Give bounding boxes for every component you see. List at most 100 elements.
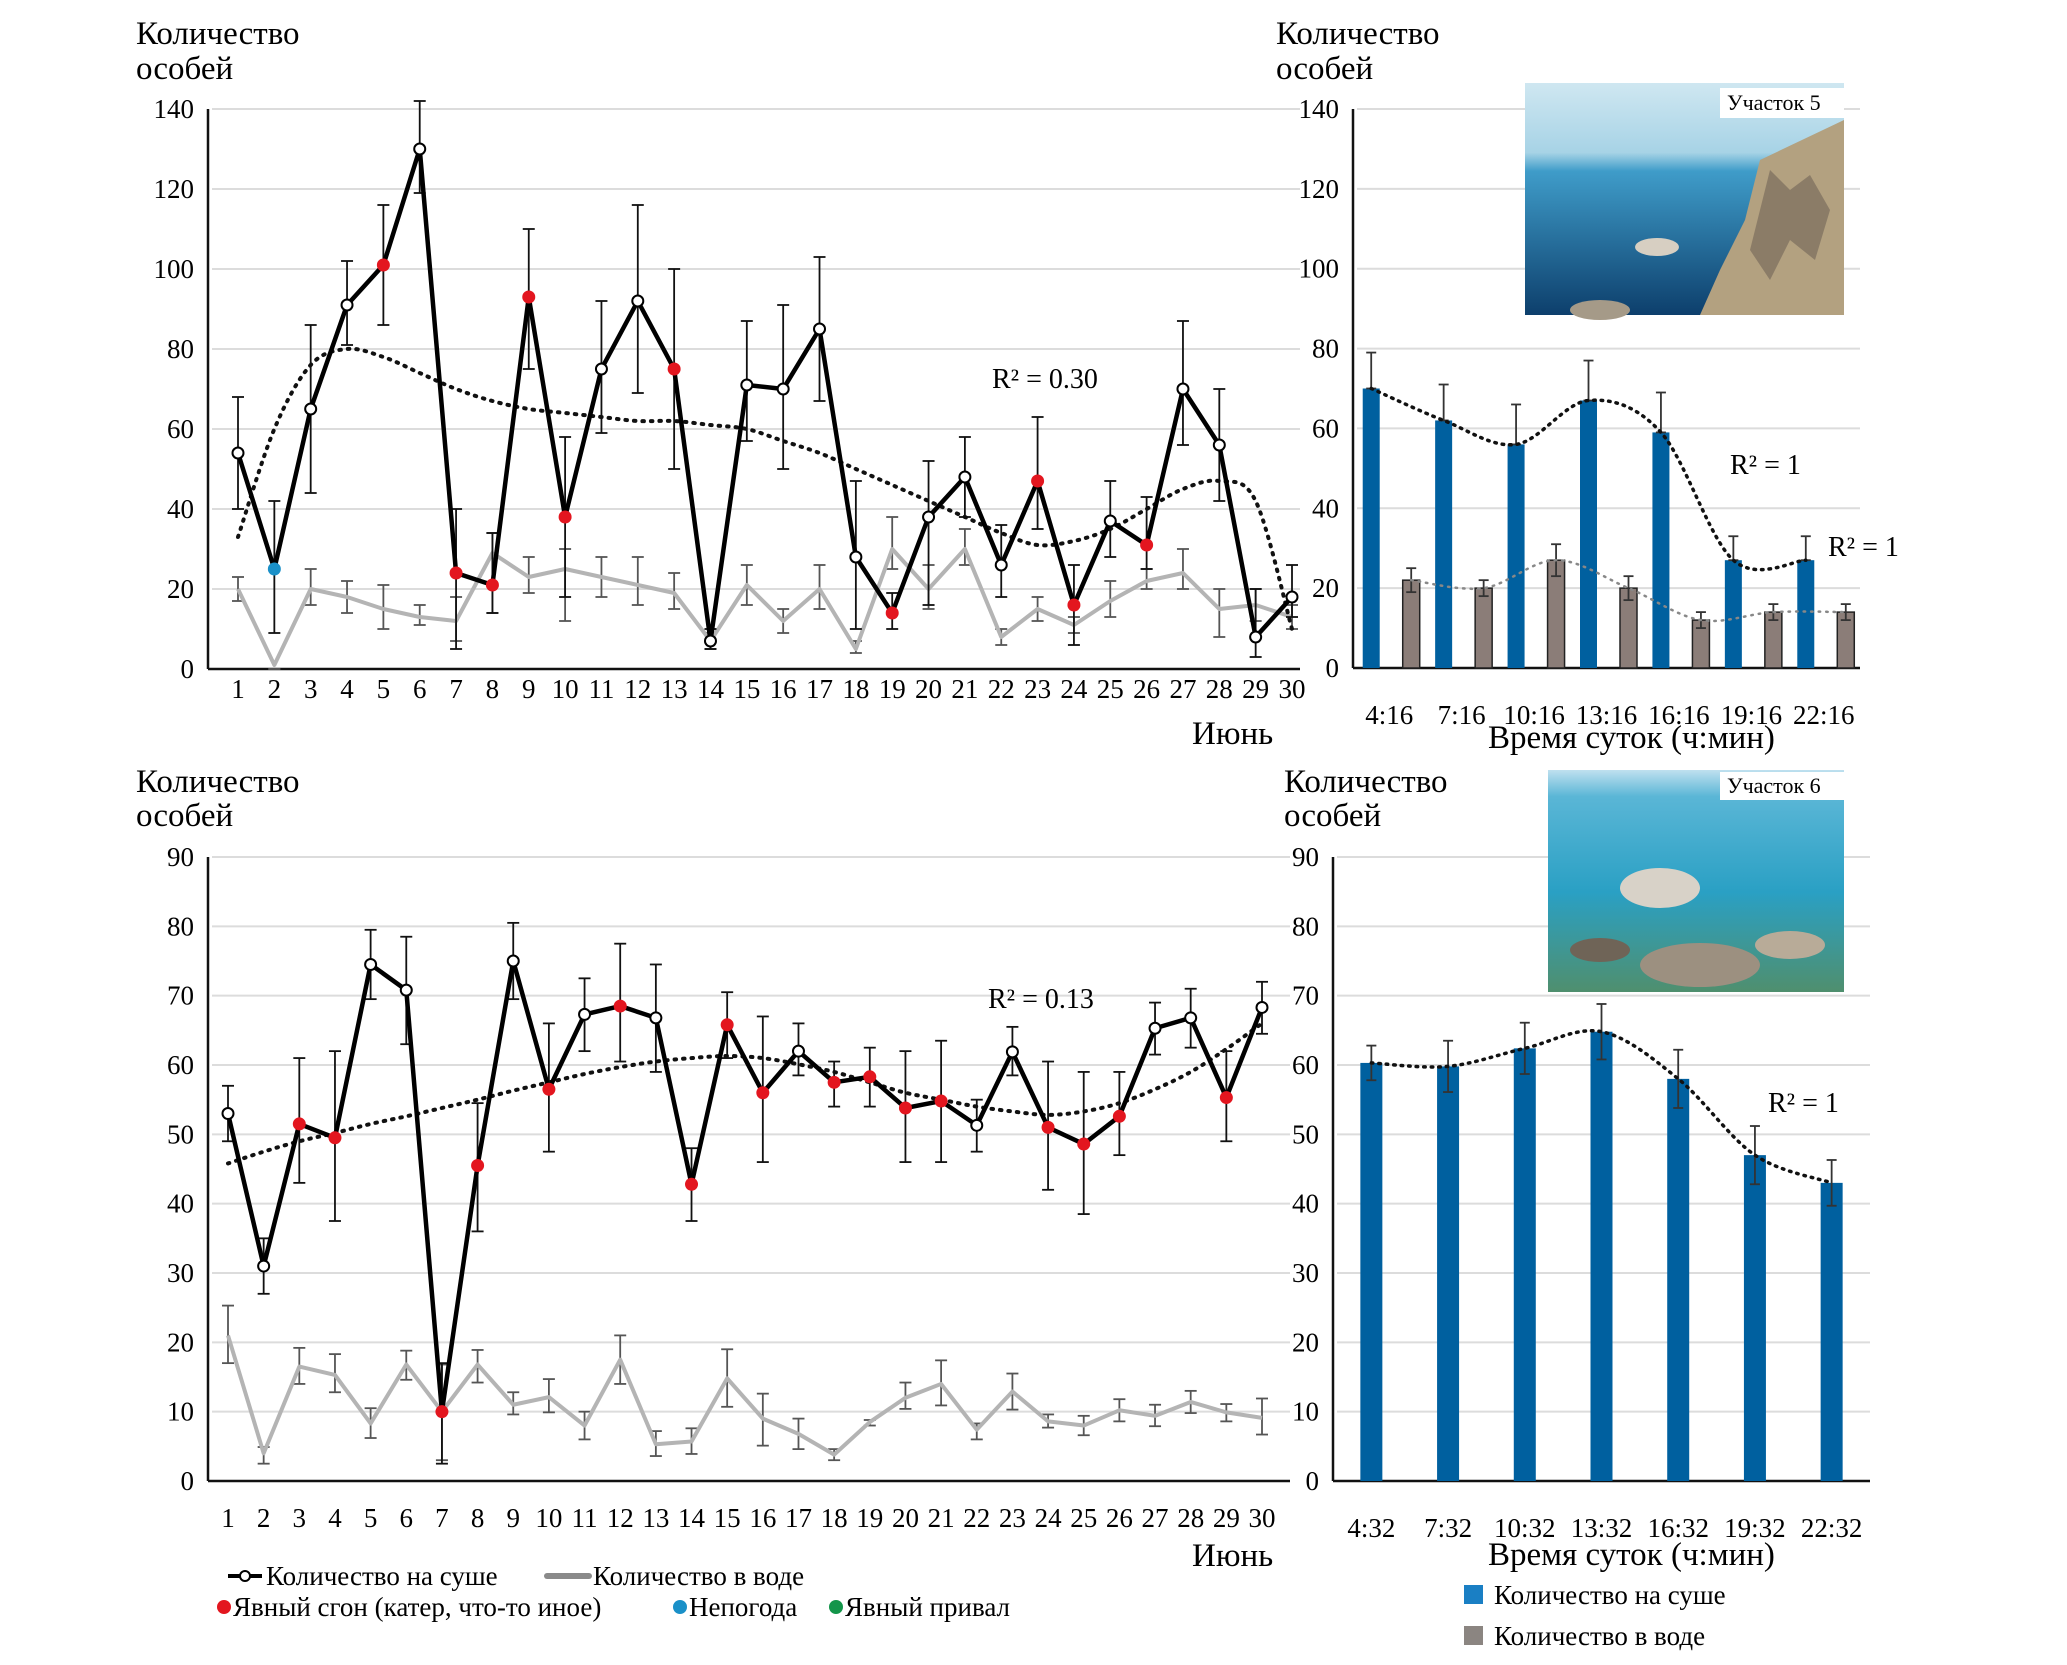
- land-point: [1184, 1011, 1198, 1025]
- chartB-photo-rock: [1635, 238, 1679, 256]
- legend-rest-item: Явный привал: [829, 1592, 1010, 1622]
- bar-land: [1743, 1155, 1766, 1481]
- x-tick-label: 27: [1169, 674, 1196, 704]
- chartC-y-ticks: 0 10 20 30 40 50 60 70 80 90: [167, 842, 1290, 1496]
- chartD: Количество особей Участок 6 0 10 20 30 40 50 6…: [1284, 764, 1870, 1573]
- x-tick-label: 16: [770, 674, 797, 704]
- bar-land: [1507, 444, 1525, 668]
- x-tick-label: 25: [1097, 674, 1124, 704]
- land-point-drive: [613, 999, 627, 1013]
- chartD-plot-area: [1360, 1003, 1843, 1481]
- bar-land: [1590, 1031, 1613, 1481]
- land-point: [740, 378, 754, 392]
- x-tick-label: 27: [1142, 1503, 1169, 1533]
- land-point: [340, 298, 354, 312]
- chartC-ylabel-line2: особей: [136, 798, 233, 834]
- land-point: [1212, 438, 1226, 452]
- chartB-photo-label: Участок 5: [1727, 90, 1821, 115]
- y-tick-label: 10: [1292, 1397, 1319, 1427]
- chartD-photo-label-bg: [1720, 772, 1844, 800]
- chartA-gridlines: [212, 108, 1300, 590]
- y-tick-label: 70: [1292, 981, 1319, 1011]
- chartD-r2-label: R² = 1: [1768, 1088, 1839, 1119]
- y-tick-label: 30: [1292, 1258, 1319, 1288]
- land-point-drive: [558, 510, 572, 524]
- chartC-r2-label: R² = 0.13: [988, 984, 1094, 1015]
- x-tick-label: 12: [624, 674, 651, 704]
- y-tick-label: 0: [181, 654, 195, 684]
- bar-land: [1435, 420, 1453, 668]
- x-tick-label: 8: [486, 674, 500, 704]
- y-tick-label: 120: [1299, 174, 1340, 204]
- land-point: [776, 382, 790, 396]
- chartA-y-ticks: 0 20 40 60 80 100 120 140: [154, 94, 1300, 684]
- x-tick-label: 20: [915, 674, 942, 704]
- chartD-photo: Участок 6: [1548, 770, 1844, 992]
- legend-weather-item: Непогода: [673, 1592, 797, 1622]
- land-point-drive: [863, 1070, 877, 1084]
- x-tick-label: 26: [1106, 1503, 1133, 1533]
- x-tick-label: 5: [364, 1503, 378, 1533]
- x-tick-label: 24: [1035, 1503, 1063, 1533]
- y-tick-label: 140: [154, 94, 195, 124]
- legend-drive-label: Явный сгон (катер, что-то иное): [233, 1592, 601, 1622]
- x-tick-label: 19:16: [1721, 700, 1783, 730]
- y-tick-label: 80: [167, 334, 194, 364]
- legend-rest-label: Явный привал: [845, 1592, 1010, 1622]
- x-tick-label: 16: [749, 1503, 776, 1533]
- x-tick-label: 22:32: [1801, 1513, 1863, 1543]
- x-tick-label: 9: [522, 674, 536, 704]
- land-point-drive: [435, 1405, 449, 1419]
- chartB-y-ticks: 0 20 40 60 80 100 120 140: [1299, 94, 1860, 683]
- y-tick-label: 100: [1299, 254, 1340, 284]
- trendline: [236, 346, 1294, 631]
- y-tick-label: 120: [154, 174, 195, 204]
- bar-water: [1474, 587, 1493, 669]
- legend-right-water-item: Количество в воде: [1464, 1621, 1705, 1651]
- land-point: [791, 1044, 805, 1058]
- x-tick-label: 17: [785, 1503, 812, 1533]
- x-tick-label: 19: [879, 674, 906, 704]
- y-tick-label: 50: [167, 1119, 194, 1149]
- x-tick-label: 7:16: [1438, 700, 1486, 730]
- y-tick-label: 10: [167, 1397, 194, 1427]
- x-tick-label: 18: [842, 674, 869, 704]
- x-tick-label: 10: [552, 674, 579, 704]
- chartC-x-ticks: 1 2 3 4 5 6 7 8 9 10 11 12 13 14 15 16 17 18 19 20 21 22 23 24 2…: [221, 1503, 1275, 1533]
- chartD-photo-label: Участок 6: [1727, 773, 1821, 798]
- y-tick-label: 20: [1292, 1327, 1319, 1357]
- land-point: [221, 1107, 235, 1121]
- land-point: [1176, 382, 1190, 396]
- trendline-water: [1409, 558, 1848, 623]
- land-point-drive: [756, 1086, 770, 1100]
- legend-right-water-swatch-icon: [1464, 1626, 1483, 1645]
- trendline-land: [1369, 386, 1808, 572]
- x-tick-label: 11: [588, 674, 614, 704]
- y-tick-label: 20: [1312, 573, 1339, 603]
- land-point-drive: [485, 578, 499, 592]
- x-tick-label: 2: [268, 674, 282, 704]
- land-point: [304, 402, 318, 416]
- x-tick-label: 30: [1279, 674, 1306, 704]
- y-tick-label: 40: [1312, 493, 1339, 523]
- land-point: [922, 510, 936, 524]
- y-tick-label: 0: [1306, 1466, 1320, 1496]
- x-tick-label: 10:32: [1494, 1513, 1556, 1543]
- legend-right-water-label: Количество в воде: [1494, 1621, 1705, 1651]
- land-point: [1005, 1045, 1019, 1059]
- y-tick-label: 80: [1312, 334, 1339, 364]
- x-tick-label: 8: [471, 1503, 485, 1533]
- x-tick-label: 6: [400, 1503, 414, 1533]
- trendline-land: [1369, 1029, 1834, 1185]
- x-tick-label: 25: [1070, 1503, 1097, 1533]
- bar-land: [1652, 432, 1670, 668]
- legend-right-land-label: Количество на суше: [1494, 1580, 1726, 1610]
- bar-land: [1797, 560, 1815, 668]
- land-point-drive: [898, 1101, 912, 1115]
- land-point-drive: [934, 1094, 948, 1108]
- x-tick-label: 13:32: [1571, 1513, 1633, 1543]
- y-tick-label: 60: [1292, 1050, 1319, 1080]
